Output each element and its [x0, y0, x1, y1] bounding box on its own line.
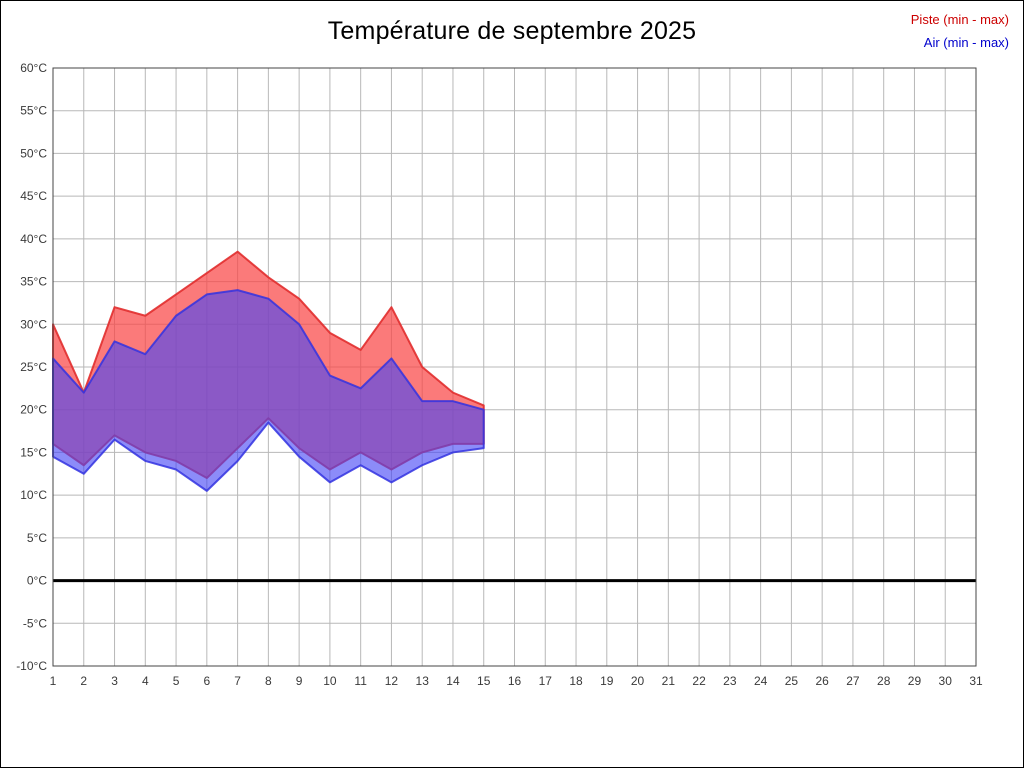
- x-tick-label: 8: [265, 674, 272, 688]
- y-tick-label: 0°C: [27, 574, 47, 588]
- x-tick-label: 25: [785, 674, 799, 688]
- x-tick-label: 9: [296, 674, 303, 688]
- x-tick-label: 30: [939, 674, 953, 688]
- y-tick-label: 50°C: [20, 146, 47, 160]
- y-tick-label: 5°C: [27, 531, 47, 545]
- legend-item-air: Air (min - max): [923, 34, 1009, 50]
- x-tick-label: 2: [80, 674, 87, 688]
- x-tick-label: 7: [234, 674, 241, 688]
- y-tick-label: 55°C: [20, 104, 47, 118]
- plot-border: [52, 67, 977, 667]
- chart-legend: Piste (min - max) Air (min - max): [911, 9, 1009, 55]
- x-tick-label: 18: [569, 674, 583, 688]
- x-tick-label: 5: [173, 674, 180, 688]
- y-tick-label: 20°C: [20, 403, 47, 417]
- y-tick-label: 45°C: [20, 189, 47, 203]
- x-tick-label: 24: [754, 674, 768, 688]
- y-tick-label: 60°C: [20, 61, 47, 75]
- x-tick-label: 20: [631, 674, 645, 688]
- x-tick-label: 11: [354, 674, 367, 688]
- x-tick-label: 31: [969, 674, 983, 688]
- x-tick-label: 17: [539, 674, 553, 688]
- y-tick-label: 35°C: [20, 275, 47, 289]
- x-tick-label: 19: [600, 674, 614, 688]
- x-tick-label: 22: [692, 674, 706, 688]
- x-tick-label: 1: [50, 674, 57, 688]
- x-tick-label: 12: [385, 674, 399, 688]
- x-tick-label: 16: [508, 674, 522, 688]
- y-tick-label: 15°C: [20, 445, 47, 459]
- x-axis-labels: 1 2 3 4 5 6 7 8 9 10 11 12 13 14 15 16 17 18 19 20 21 22 23 24 2…: [50, 674, 983, 688]
- x-tick-label: 14: [446, 674, 460, 688]
- x-tick-label: 23: [723, 674, 737, 688]
- y-tick-label: 40°C: [20, 232, 47, 246]
- x-tick-label: 3: [111, 674, 118, 688]
- legend-item-piste: Piste (min - max): [910, 12, 1009, 27]
- chart-title: Température de septembre 2025: [327, 17, 697, 45]
- x-tick-label: 4: [142, 674, 149, 688]
- x-tick-label: 21: [662, 674, 676, 688]
- y-tick-label: 10°C: [20, 488, 47, 502]
- x-tick-label: 10: [323, 674, 337, 688]
- x-tick-label: 13: [416, 674, 430, 688]
- x-tick-label: 6: [203, 674, 210, 688]
- x-tick-label: 26: [815, 674, 829, 688]
- air-minmax-band: [52, 289, 485, 492]
- x-tick-label: 27: [846, 674, 860, 688]
- x-tick-label: 29: [908, 674, 922, 688]
- x-tick-label: 15: [477, 674, 491, 688]
- y-tick-label: -5°C: [23, 616, 47, 630]
- y-tick-label: -10°C: [16, 659, 47, 673]
- x-tick-label: 28: [877, 674, 891, 688]
- y-axis-labels: -10°C -5°C 0°C 5°C 10°C 15°C 20°C 25°C 30°C 35°C 4…: [16, 61, 47, 673]
- y-tick-label: 25°C: [20, 360, 47, 374]
- y-tick-label: 30°C: [20, 317, 47, 331]
